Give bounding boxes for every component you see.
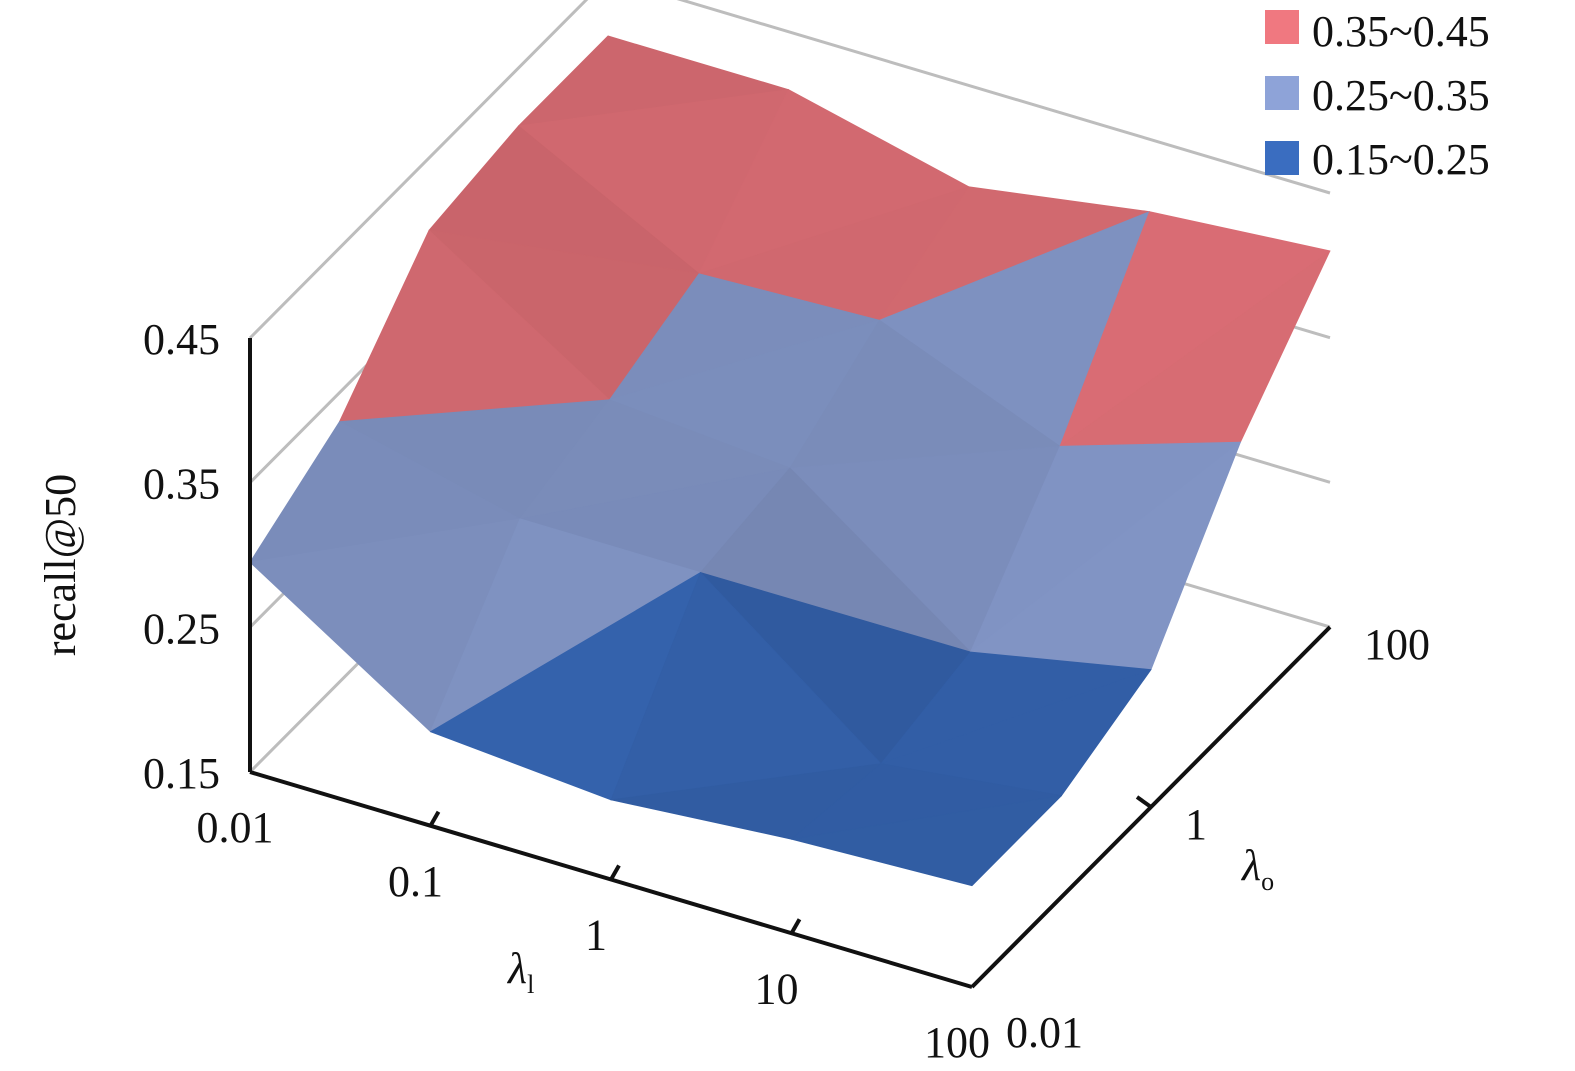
y-tick-mark-2 <box>1135 795 1153 809</box>
x-tick-label-0: 0.01 <box>197 803 274 852</box>
legend-label-low: 0.15~0.25 <box>1312 135 1490 184</box>
legend-swatch-mid <box>1265 76 1299 110</box>
x-axis-title-symbol: λ <box>506 944 527 993</box>
legend-item-mid: 0.25~0.35 <box>1265 71 1490 120</box>
x-tick-label-2: 1 <box>585 911 607 960</box>
legend-label-mid: 0.25~0.35 <box>1312 71 1490 120</box>
legend-item-high: 0.35~0.45 <box>1265 7 1490 56</box>
legend-swatch-low <box>1265 141 1299 175</box>
legend-swatch-high <box>1265 10 1299 44</box>
y-axis-title: λo <box>1240 841 1274 896</box>
x-tick-mark-1 <box>428 810 441 827</box>
surface-facet-31 <box>791 795 1062 887</box>
z-tick-label-0: 0.15 <box>143 749 220 798</box>
y-tick-label-2: 100 <box>1364 620 1430 669</box>
y-tick-label-0: 0.01 <box>1006 1008 1083 1057</box>
y-axis-title-subscript: o <box>1261 867 1274 896</box>
axes <box>248 338 1332 989</box>
x-tick-mark-3 <box>789 918 802 935</box>
gridline-3 <box>248 0 1331 340</box>
z-tick-label-3: 0.45 <box>143 315 220 364</box>
x-tick-label-1: 0.1 <box>388 857 443 906</box>
z-tick-label-2: 0.35 <box>143 460 220 509</box>
tick-labels: 0.15 0.25 0.35 0.45 0.01 0.1 1 10 100 0.01 1 100 <box>143 315 1430 1067</box>
z-axis-title: recall@50 <box>36 474 85 656</box>
legend-label-high: 0.35~0.45 <box>1312 7 1490 56</box>
z-tick-label-1: 0.25 <box>143 604 220 653</box>
y-axis-title-symbol: λ <box>1240 841 1261 890</box>
x-tick-label-4: 100 <box>924 1018 990 1067</box>
x-axis-title-subscript: l <box>527 970 534 999</box>
x-tick-label-3: 10 <box>755 964 799 1013</box>
y-tick-label-1: 1 <box>1185 800 1207 849</box>
x-axis-title: λl <box>506 944 534 999</box>
legend: 0.35~0.45 0.25~0.35 0.15~0.25 <box>1265 7 1490 184</box>
legend-item-low: 0.15~0.25 <box>1265 135 1490 184</box>
x-tick-mark-2 <box>609 864 621 881</box>
surface-plot <box>249 35 1331 887</box>
